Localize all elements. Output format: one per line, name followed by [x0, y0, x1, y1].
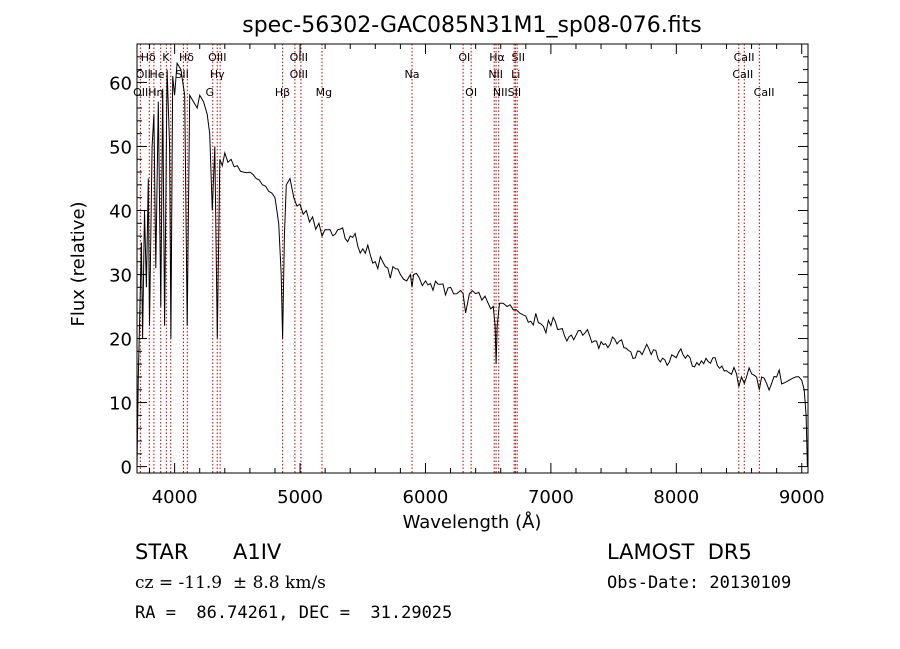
observation-date: Obs-Date: 20130109 — [607, 573, 792, 593]
y-tick-label: 50 — [109, 137, 132, 158]
flux-line — [136, 61, 808, 467]
line-label: Na — [405, 68, 420, 81]
line-label: K — [162, 51, 170, 64]
sky-coordinates: RA = 86.74261, DEC = 31.29025 — [135, 603, 453, 623]
y-tick-label: 60 — [109, 73, 132, 94]
line-label: OIII — [290, 68, 308, 81]
line-label: SII — [512, 51, 525, 64]
x-tick-label: 9000 — [779, 487, 825, 508]
y-axis-label: Flux (relative) — [68, 201, 89, 326]
line-label: OIIHη — [133, 86, 163, 99]
line-label: NIISII — [493, 86, 521, 99]
redshift-velocity: cz = -11.9 ± 8.8 km/s — [135, 573, 326, 593]
x-axis-label: Wavelength (Å) — [403, 511, 542, 533]
line-label: Hβ — [275, 86, 290, 99]
line-label: He — [150, 68, 165, 81]
plot-frame — [136, 43, 809, 474]
x-tick-label: 6000 — [403, 487, 449, 508]
line-label: Hα — [489, 51, 505, 64]
object-subclass: A1IV — [233, 540, 282, 564]
line-label: CaII — [734, 51, 755, 64]
x-tick-label: 8000 — [653, 487, 699, 508]
x-tick-label: 5000 — [277, 487, 323, 508]
spectral-line-markers — [139, 44, 760, 473]
line-label: OIII — [290, 51, 308, 64]
line-label: G — [205, 86, 214, 99]
line-label: CaII — [754, 86, 775, 99]
line-label: OI — [465, 86, 477, 99]
line-label: OII — [136, 68, 151, 81]
line-label: Li — [511, 68, 520, 81]
y-tick-label: 20 — [109, 330, 132, 351]
line-label: OIII — [208, 51, 226, 64]
survey-name: LAMOST DR5 — [607, 540, 752, 564]
y-tick-label: 0 — [121, 458, 132, 479]
plot-border — [136, 43, 809, 474]
y-tick-label: 10 — [109, 394, 132, 415]
line-label: SII — [175, 68, 188, 81]
line-label: Hδ — [141, 51, 156, 64]
line-label: NII — [488, 68, 503, 81]
object-class: STAR — [135, 540, 189, 564]
line-label: Mg — [316, 86, 332, 99]
line-label: CaII — [732, 68, 753, 81]
line-label: Hγ — [210, 68, 225, 81]
x-tick-label: 4000 — [152, 487, 198, 508]
axis-ticks: 4000 5000 6000 7000 8000 9000 0 10 20 30 40 50 60 — [109, 43, 825, 508]
chart-title: spec-56302-GAC085N31M1_sp08-076.fits — [242, 13, 702, 38]
x-tick-label: 7000 — [528, 487, 574, 508]
line-label: OI — [458, 51, 470, 64]
y-tick-label: 40 — [109, 201, 132, 222]
flux-series — [136, 61, 808, 467]
y-tick-label: 30 — [109, 266, 132, 287]
line-label: Hδ — [179, 51, 194, 64]
